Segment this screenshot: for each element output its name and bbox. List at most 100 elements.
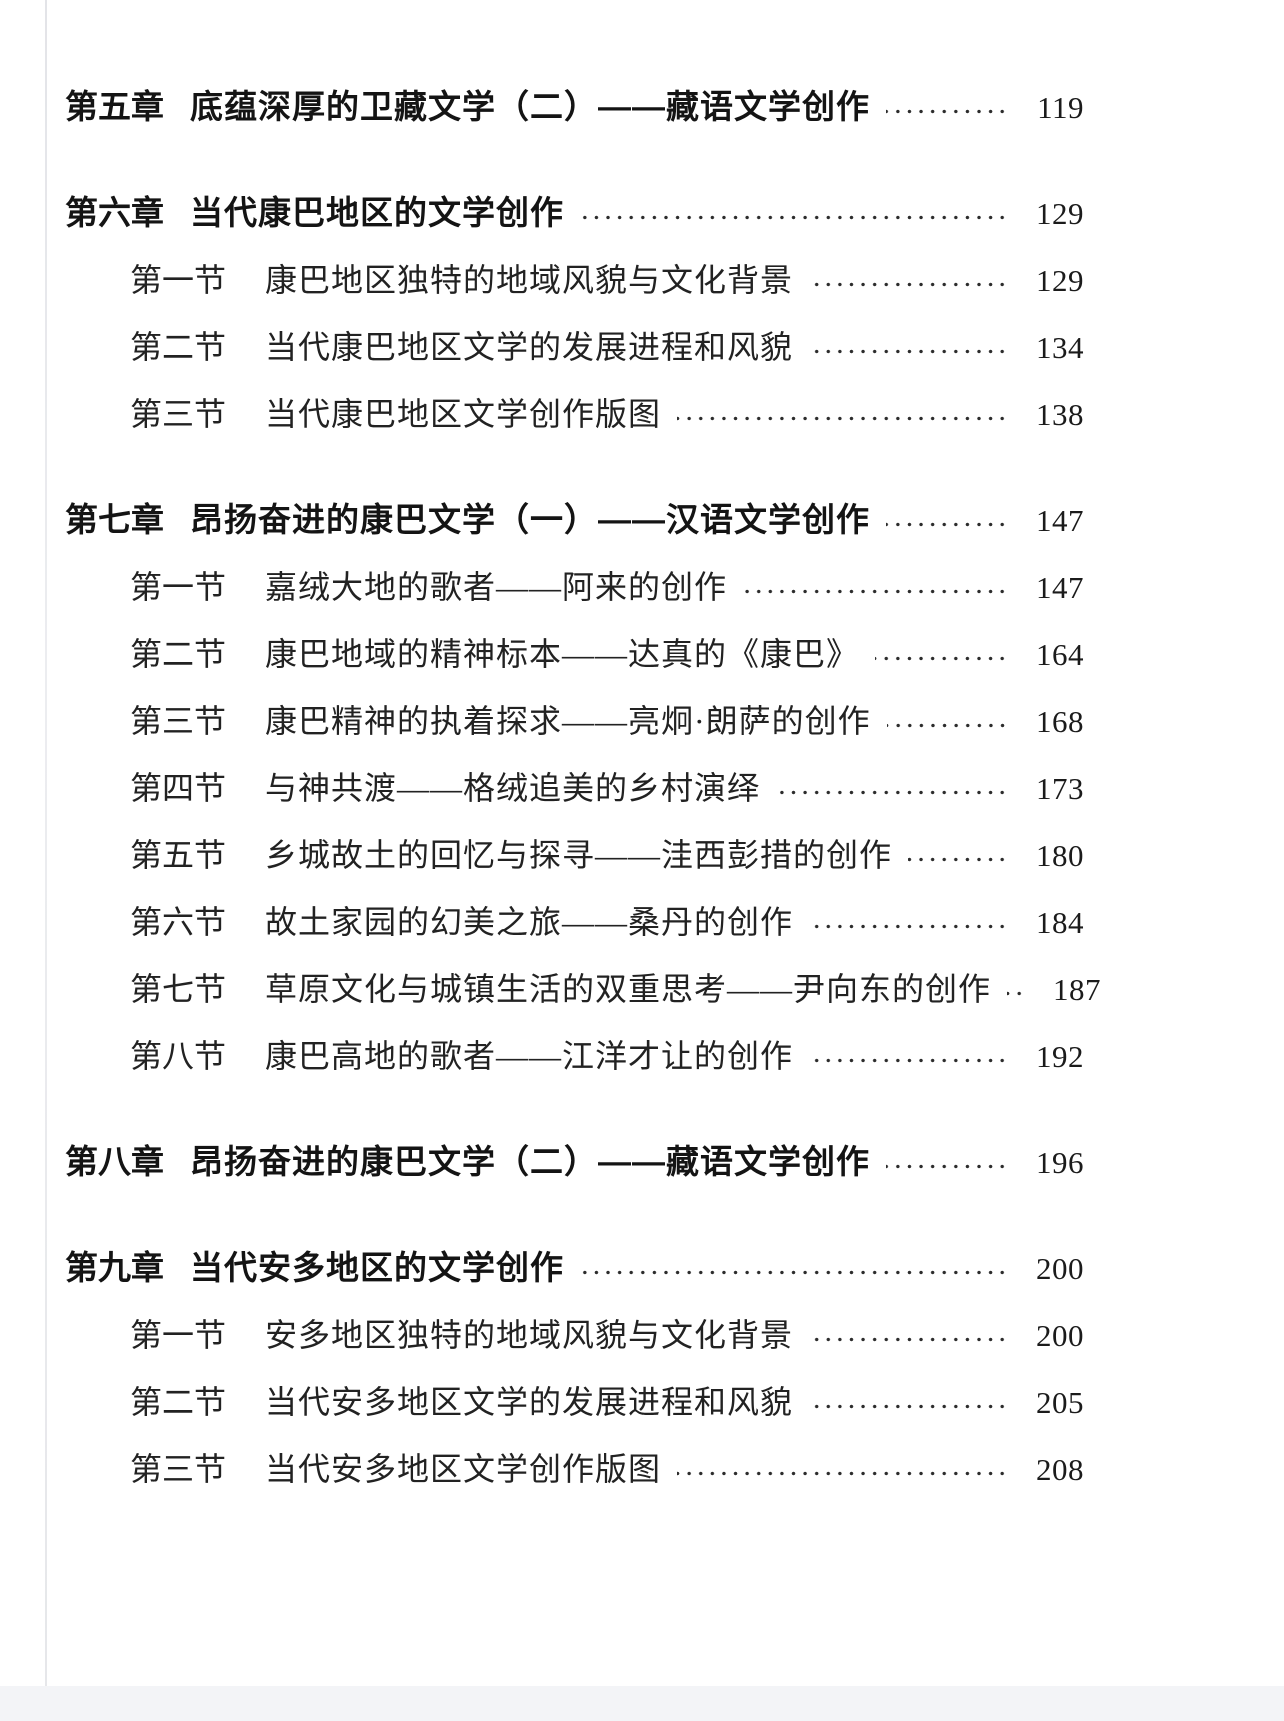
toc-entry: 第一节 康巴地区独特的地域风貌与文化背景 129	[65, 258, 1084, 302]
toc-entry-title: 底蕴深厚的卫藏文学（二）——藏语文学创作	[190, 88, 870, 125]
dot-leader	[580, 1267, 1008, 1277]
dot-leader	[875, 653, 1008, 663]
toc-entry-title: 昂扬奋进的康巴文学（二）——藏语文学创作	[190, 1143, 870, 1180]
toc-entry-title: 嘉绒大地的歌者——阿来的创作	[265, 569, 728, 605]
dot-leader	[677, 413, 1008, 423]
page-edge-line	[45, 0, 47, 1686]
toc-entry: 第八章 昂扬奋进的康巴文学（二）——藏语文学创作 196	[65, 1140, 1084, 1184]
book-page: 第五章 底蕴深厚的卫藏文学（二）——藏语文学创作 119 第六章 当代康巴地区的…	[65, 85, 1101, 1491]
dot-leader	[886, 106, 1008, 116]
toc-entry: 第六节 故土家园的幻美之旅——桑丹的创作 184	[65, 900, 1084, 944]
toc-entry-label: 第九章	[65, 1249, 164, 1286]
dot-leader	[886, 1161, 1008, 1171]
toc-entry-page-number: 184	[1036, 905, 1084, 940]
toc-entry-label: 第三节	[130, 1451, 227, 1487]
toc-entry-title: 康巴地区独特的地域风貌与文化背景	[265, 262, 794, 298]
toc-entry-label: 第七节	[130, 971, 227, 1007]
toc-entry-page-number: 168	[1036, 704, 1084, 739]
dot-leader	[580, 212, 1008, 222]
toc-entry: 第八节 康巴高地的歌者——江洋才让的创作 192	[65, 1034, 1084, 1078]
toc-entry-title: 当代安多地区文学创作版图	[265, 1451, 662, 1487]
toc-entry-label: 第七章	[65, 501, 164, 538]
toc-entry-page-number: 119	[1037, 90, 1084, 125]
dot-leader	[886, 519, 1008, 529]
toc-entry-label: 第一节	[130, 1317, 227, 1353]
toc-entry-label: 第一节	[130, 262, 227, 298]
dot-leader	[809, 1401, 1008, 1411]
dot-leader	[809, 921, 1008, 931]
toc-entry-label: 第二节	[130, 1384, 227, 1420]
toc-entry: 第一节 安多地区独特的地域风貌与文化背景 200	[65, 1313, 1084, 1357]
toc-entry-page-number: 196	[1036, 1145, 1084, 1180]
toc-entry: 第二节 当代康巴地区文学的发展进程和风貌 134	[65, 325, 1084, 369]
dot-leader	[809, 1055, 1008, 1065]
dot-leader	[776, 787, 1008, 797]
dot-leader	[677, 1468, 1008, 1478]
toc-entry-page-number: 138	[1036, 397, 1084, 432]
toc-entry-page-number: 200	[1036, 1318, 1084, 1353]
toc-entry: 第三节 康巴精神的执着探求——亮炯·朗萨的创作 168	[65, 699, 1084, 743]
toc-entry-title: 与神共渡——格绒追美的乡村演绎	[265, 770, 761, 806]
toc-entry-label: 第五章	[65, 88, 164, 125]
toc-entry-label: 第一节	[130, 569, 227, 605]
toc-entry: 第七章 昂扬奋进的康巴文学（一）——汉语文学创作 147	[65, 498, 1084, 542]
toc-entry-label: 第六节	[130, 904, 227, 940]
dot-leader	[809, 1334, 1008, 1344]
toc-entry-page-number: 200	[1036, 1251, 1084, 1286]
toc-entry-label: 第八节	[130, 1038, 227, 1074]
toc-entry-title: 当代安多地区文学的发展进程和风貌	[265, 1384, 794, 1420]
toc-entry-page-number: 129	[1036, 196, 1084, 231]
toc-entry: 第二节 当代安多地区文学的发展进程和风貌 205	[65, 1380, 1084, 1424]
toc-entry-title: 康巴高地的歌者——江洋才让的创作	[265, 1038, 794, 1074]
toc-entry-page-number: 129	[1036, 263, 1084, 298]
toc-entry: 第三节 当代安多地区文学创作版图 208	[65, 1447, 1084, 1491]
dot-leader	[809, 279, 1008, 289]
toc-entry-label: 第四节	[130, 770, 227, 806]
toc-entry-page-number: 147	[1036, 570, 1084, 605]
toc-entry-title: 安多地区独特的地域风貌与文化背景	[265, 1317, 794, 1353]
toc-entry-page-number: 192	[1036, 1039, 1084, 1074]
toc-entry-title: 当代康巴地区文学的发展进程和风貌	[265, 329, 794, 365]
toc-entry: 第九章 当代安多地区的文学创作 200	[65, 1246, 1084, 1290]
toc-entry-page-number: 173	[1036, 771, 1084, 806]
toc-entry-title: 康巴精神的执着探求——亮炯·朗萨的创作	[265, 703, 871, 739]
dot-leader	[743, 586, 1008, 596]
toc-entry-label: 第八章	[65, 1143, 164, 1180]
toc-entry-page-number: 180	[1036, 838, 1084, 873]
toc-entry-label: 第二节	[130, 636, 227, 672]
table-of-contents: 第五章 底蕴深厚的卫藏文学（二）——藏语文学创作 119 第六章 当代康巴地区的…	[65, 85, 1101, 1491]
toc-entry-label: 第二节	[130, 329, 227, 365]
toc-entry-title: 当代安多地区的文学创作	[190, 1249, 564, 1286]
dot-leader	[908, 854, 1008, 864]
dot-leader	[809, 346, 1008, 356]
toc-entry-title: 当代康巴地区文学创作版图	[265, 396, 662, 432]
toc-entry: 第七节 草原文化与城镇生活的双重思考——尹向东的创作 187	[65, 967, 1101, 1011]
toc-entry-page-number: 205	[1036, 1385, 1084, 1420]
toc-entry-title: 昂扬奋进的康巴文学（一）——汉语文学创作	[190, 501, 870, 538]
toc-entry-page-number: 164	[1036, 637, 1084, 672]
toc-entry: 第四节 与神共渡——格绒追美的乡村演绎 173	[65, 766, 1084, 810]
toc-entry: 第六章 当代康巴地区的文学创作 129	[65, 191, 1084, 235]
toc-entry-page-number: 147	[1036, 503, 1084, 538]
toc-entry-label: 第五节	[130, 837, 227, 873]
toc-entry-label: 第六章	[65, 194, 164, 231]
toc-entry-page-number: 208	[1036, 1452, 1084, 1487]
toc-entry-title: 当代康巴地区的文学创作	[190, 194, 564, 231]
toc-entry-label: 第三节	[130, 396, 227, 432]
toc-entry-page-number: 187	[1053, 972, 1102, 1007]
toc-entry-title: 故土家园的幻美之旅——桑丹的创作	[265, 904, 794, 940]
toc-entry-title: 乡城故土的回忆与探寻——洼西彭措的创作	[265, 837, 893, 873]
toc-entry: 第二节 康巴地域的精神标本——达真的《康巴》 164	[65, 632, 1084, 676]
dot-leader	[1007, 988, 1026, 998]
toc-entry-page-number: 134	[1036, 330, 1084, 365]
toc-entry-title: 草原文化与城镇生活的双重思考——尹向东的创作	[265, 971, 992, 1007]
toc-entry-label: 第三节	[130, 703, 227, 739]
dot-leader	[886, 720, 1008, 730]
toc-entry: 第五节 乡城故土的回忆与探寻——洼西彭措的创作 180	[65, 833, 1084, 877]
toc-entry: 第五章 底蕴深厚的卫藏文学（二）——藏语文学创作 119	[65, 85, 1084, 129]
page-bottom-margin	[0, 1686, 1284, 1721]
toc-entry: 第三节 当代康巴地区文学创作版图 138	[65, 392, 1084, 436]
toc-entry: 第一节 嘉绒大地的歌者——阿来的创作 147	[65, 565, 1084, 609]
toc-entry-title: 康巴地域的精神标本——达真的《康巴》	[265, 636, 860, 672]
